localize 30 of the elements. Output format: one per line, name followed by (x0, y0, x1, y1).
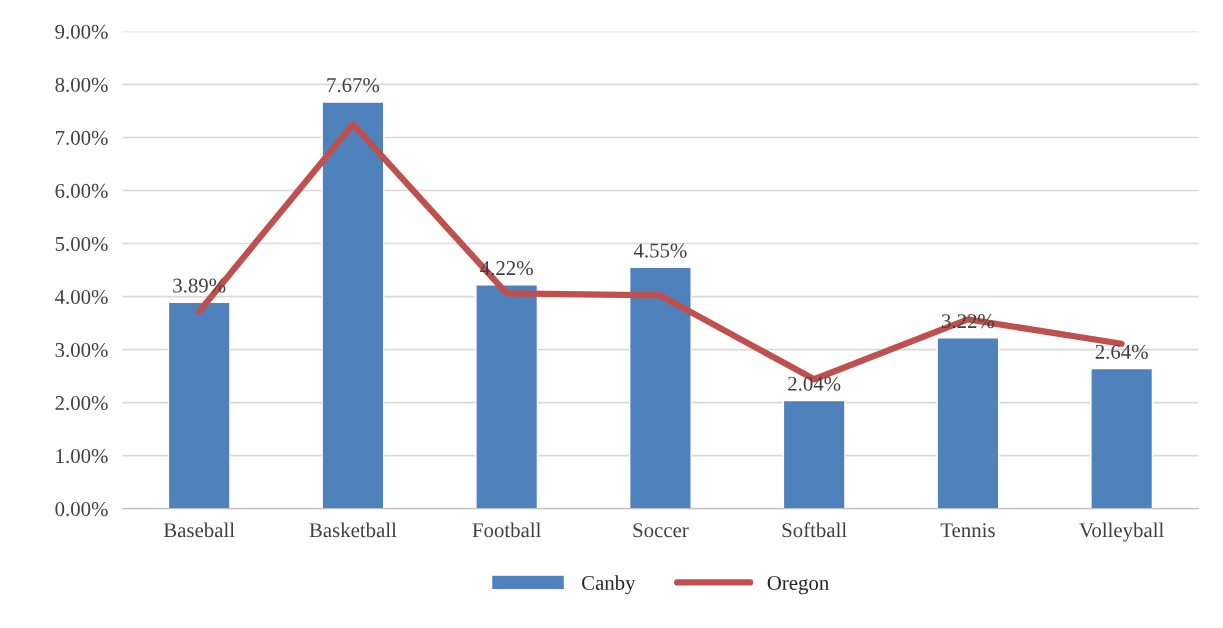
bar (782, 399, 846, 509)
data-label: 7.67% (327, 78, 380, 93)
y-tick-label: 7.00% (55, 130, 108, 145)
bar (167, 301, 231, 509)
y-tick-label: 5.00% (55, 236, 108, 252)
y-tick-label: 2.00% (55, 395, 108, 411)
bar (936, 337, 1000, 509)
x-tick-label: Baseball (163, 522, 235, 538)
y-tick-label: 9.00% (55, 24, 108, 39)
legend-label: Canby (582, 575, 636, 595)
x-tick-label: Football (472, 522, 541, 538)
y-tick-label: 3.00% (55, 342, 108, 358)
data-label: 2.04% (788, 376, 841, 391)
legend-label: Oregon (767, 575, 829, 595)
data-label: 4.55% (633, 243, 687, 258)
y-tick-label: 6.00% (55, 183, 108, 199)
x-tick-label: Soccer (633, 523, 689, 538)
bar (475, 284, 539, 509)
y-tick-label: 4.00% (55, 289, 108, 305)
x-tick-label: Volleyball (1079, 522, 1164, 542)
bar (321, 101, 385, 509)
y-tick-label: 1.00% (56, 449, 108, 464)
data-label: 2.64% (1095, 344, 1148, 359)
bar (1090, 367, 1154, 509)
y-tick-label: 0.00% (55, 502, 108, 517)
x-tick-label: Tennis (940, 523, 995, 538)
x-tick-label: Basketball (309, 522, 397, 538)
bar (628, 266, 692, 509)
y-tick-label: 8.00% (55, 77, 108, 92)
x-tick-label: Softball (782, 522, 847, 538)
